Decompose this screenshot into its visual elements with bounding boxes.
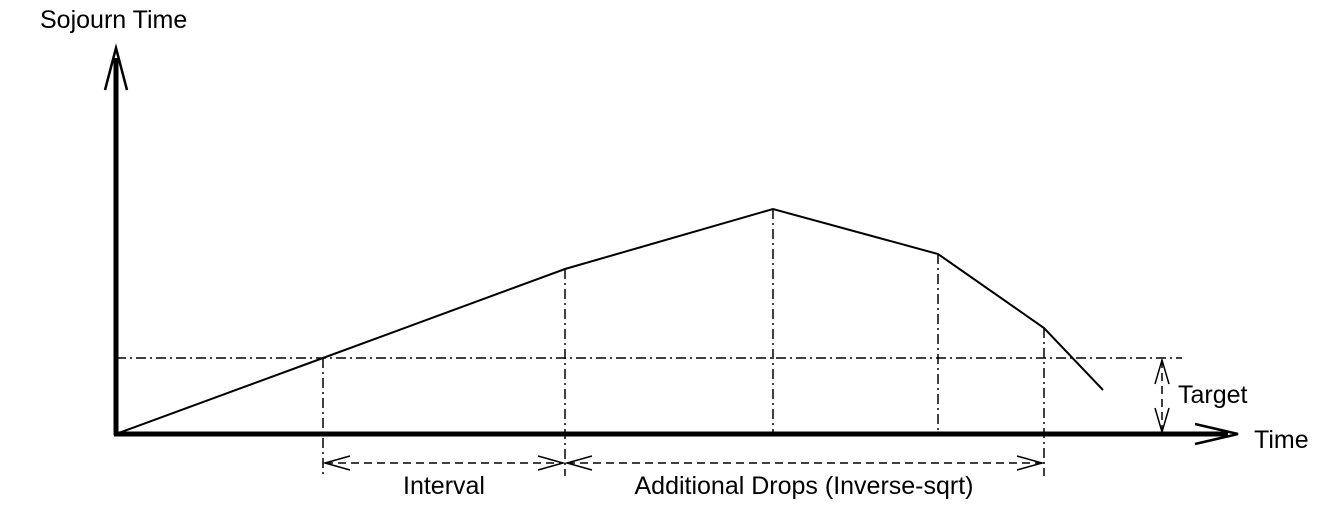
interval-arrowhead-right — [537, 455, 566, 471]
x-axis-label: Time — [1254, 426, 1309, 454]
sojourn-time-curve — [115, 207, 1104, 435]
target-arrowhead-bottom — [1154, 407, 1170, 435]
additional-drops-label: Additional Drops (Inverse-sqrt) — [634, 472, 973, 500]
additional-drops-arrowhead-left — [564, 455, 593, 471]
x-axis — [114, 422, 1239, 446]
x-axis-arrowhead — [1194, 422, 1239, 446]
target-label: Target — [1178, 381, 1248, 409]
additional-drops-arrowhead-right — [1016, 455, 1045, 471]
interval-label: Interval — [403, 472, 485, 500]
target-dimension-arrow — [1154, 357, 1170, 435]
interval-dimension-arrow — [322, 455, 566, 471]
vertical-guides — [322, 209, 1045, 476]
target-arrowhead-top — [1154, 357, 1170, 385]
additional-drops-dimension-arrow — [564, 455, 1045, 471]
y-axis-label: Sojourn Time — [40, 6, 187, 34]
interval-arrowhead-left — [322, 455, 351, 471]
y-axis — [103, 43, 129, 435]
y-axis-arrowhead — [103, 43, 129, 91]
